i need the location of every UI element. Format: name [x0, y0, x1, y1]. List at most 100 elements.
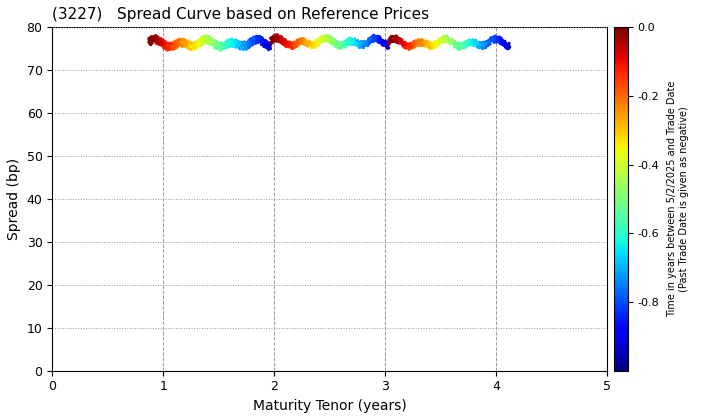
Point — [145, 36, 156, 43]
Point — [269, 38, 281, 45]
Point — [456, 40, 468, 47]
Point — [181, 42, 193, 49]
Point — [480, 45, 491, 51]
Point — [410, 39, 421, 46]
Point — [462, 39, 474, 46]
Point — [144, 37, 156, 44]
Point — [300, 38, 311, 45]
Point — [244, 43, 256, 50]
Point — [349, 36, 361, 42]
Point — [296, 37, 307, 44]
Point — [276, 34, 287, 40]
Point — [189, 46, 200, 52]
Point — [245, 35, 256, 42]
Point — [243, 42, 255, 48]
Point — [390, 33, 402, 39]
Point — [409, 44, 420, 50]
Point — [475, 40, 487, 47]
Point — [416, 39, 428, 46]
Point — [346, 39, 358, 46]
Point — [169, 39, 181, 45]
Point — [196, 34, 207, 41]
Point — [417, 37, 428, 43]
Point — [393, 40, 405, 47]
Point — [411, 42, 423, 48]
Point — [432, 40, 444, 47]
Point — [235, 39, 247, 46]
Point — [303, 40, 315, 47]
Point — [313, 40, 325, 47]
Point — [460, 38, 472, 45]
Point — [402, 41, 414, 47]
Point — [430, 43, 441, 50]
Point — [278, 37, 289, 44]
Point — [348, 40, 359, 47]
Point — [233, 43, 244, 50]
Point — [246, 41, 258, 48]
Point — [495, 34, 507, 41]
Point — [294, 37, 305, 43]
Point — [228, 41, 239, 48]
Point — [299, 39, 310, 45]
Point — [210, 43, 221, 50]
Point — [276, 35, 287, 42]
Point — [420, 38, 432, 45]
Point — [458, 39, 469, 46]
Point — [192, 40, 204, 47]
Point — [180, 43, 192, 50]
Point — [316, 37, 328, 44]
Point — [202, 34, 213, 41]
Point — [238, 39, 249, 46]
Point — [164, 45, 176, 52]
Point — [182, 38, 194, 45]
Point — [292, 40, 304, 47]
Point — [274, 36, 286, 43]
Point — [310, 44, 321, 51]
Point — [307, 42, 318, 48]
Point — [294, 36, 306, 43]
Point — [401, 42, 413, 49]
Point — [242, 44, 253, 50]
Point — [375, 38, 387, 45]
Point — [274, 33, 285, 40]
Point — [179, 39, 191, 46]
Point — [185, 46, 197, 52]
Point — [329, 39, 341, 46]
Point — [497, 37, 508, 44]
Point — [480, 42, 491, 49]
Point — [348, 40, 359, 47]
Point — [179, 39, 190, 46]
Point — [156, 40, 168, 47]
Point — [249, 36, 261, 43]
Point — [371, 34, 382, 40]
Point — [355, 39, 366, 45]
Point — [343, 39, 355, 46]
Point — [210, 38, 222, 45]
Point — [230, 39, 242, 46]
Point — [410, 38, 422, 45]
Point — [217, 41, 229, 47]
Point — [487, 37, 499, 44]
Point — [245, 40, 256, 47]
Point — [397, 41, 409, 47]
Point — [226, 40, 238, 47]
Point — [161, 47, 173, 53]
Point — [315, 38, 326, 45]
Point — [369, 33, 380, 39]
Point — [291, 41, 302, 47]
Point — [208, 39, 220, 45]
Point — [429, 38, 441, 45]
Point — [281, 38, 292, 45]
Point — [476, 41, 487, 48]
Point — [266, 38, 278, 45]
Point — [468, 39, 480, 46]
Point — [289, 41, 300, 48]
Point — [267, 38, 279, 45]
Point — [219, 40, 230, 47]
Point — [310, 39, 322, 46]
Point — [204, 40, 215, 47]
Point — [251, 33, 262, 39]
Point — [163, 40, 174, 47]
Point — [464, 39, 475, 46]
Point — [284, 41, 295, 47]
